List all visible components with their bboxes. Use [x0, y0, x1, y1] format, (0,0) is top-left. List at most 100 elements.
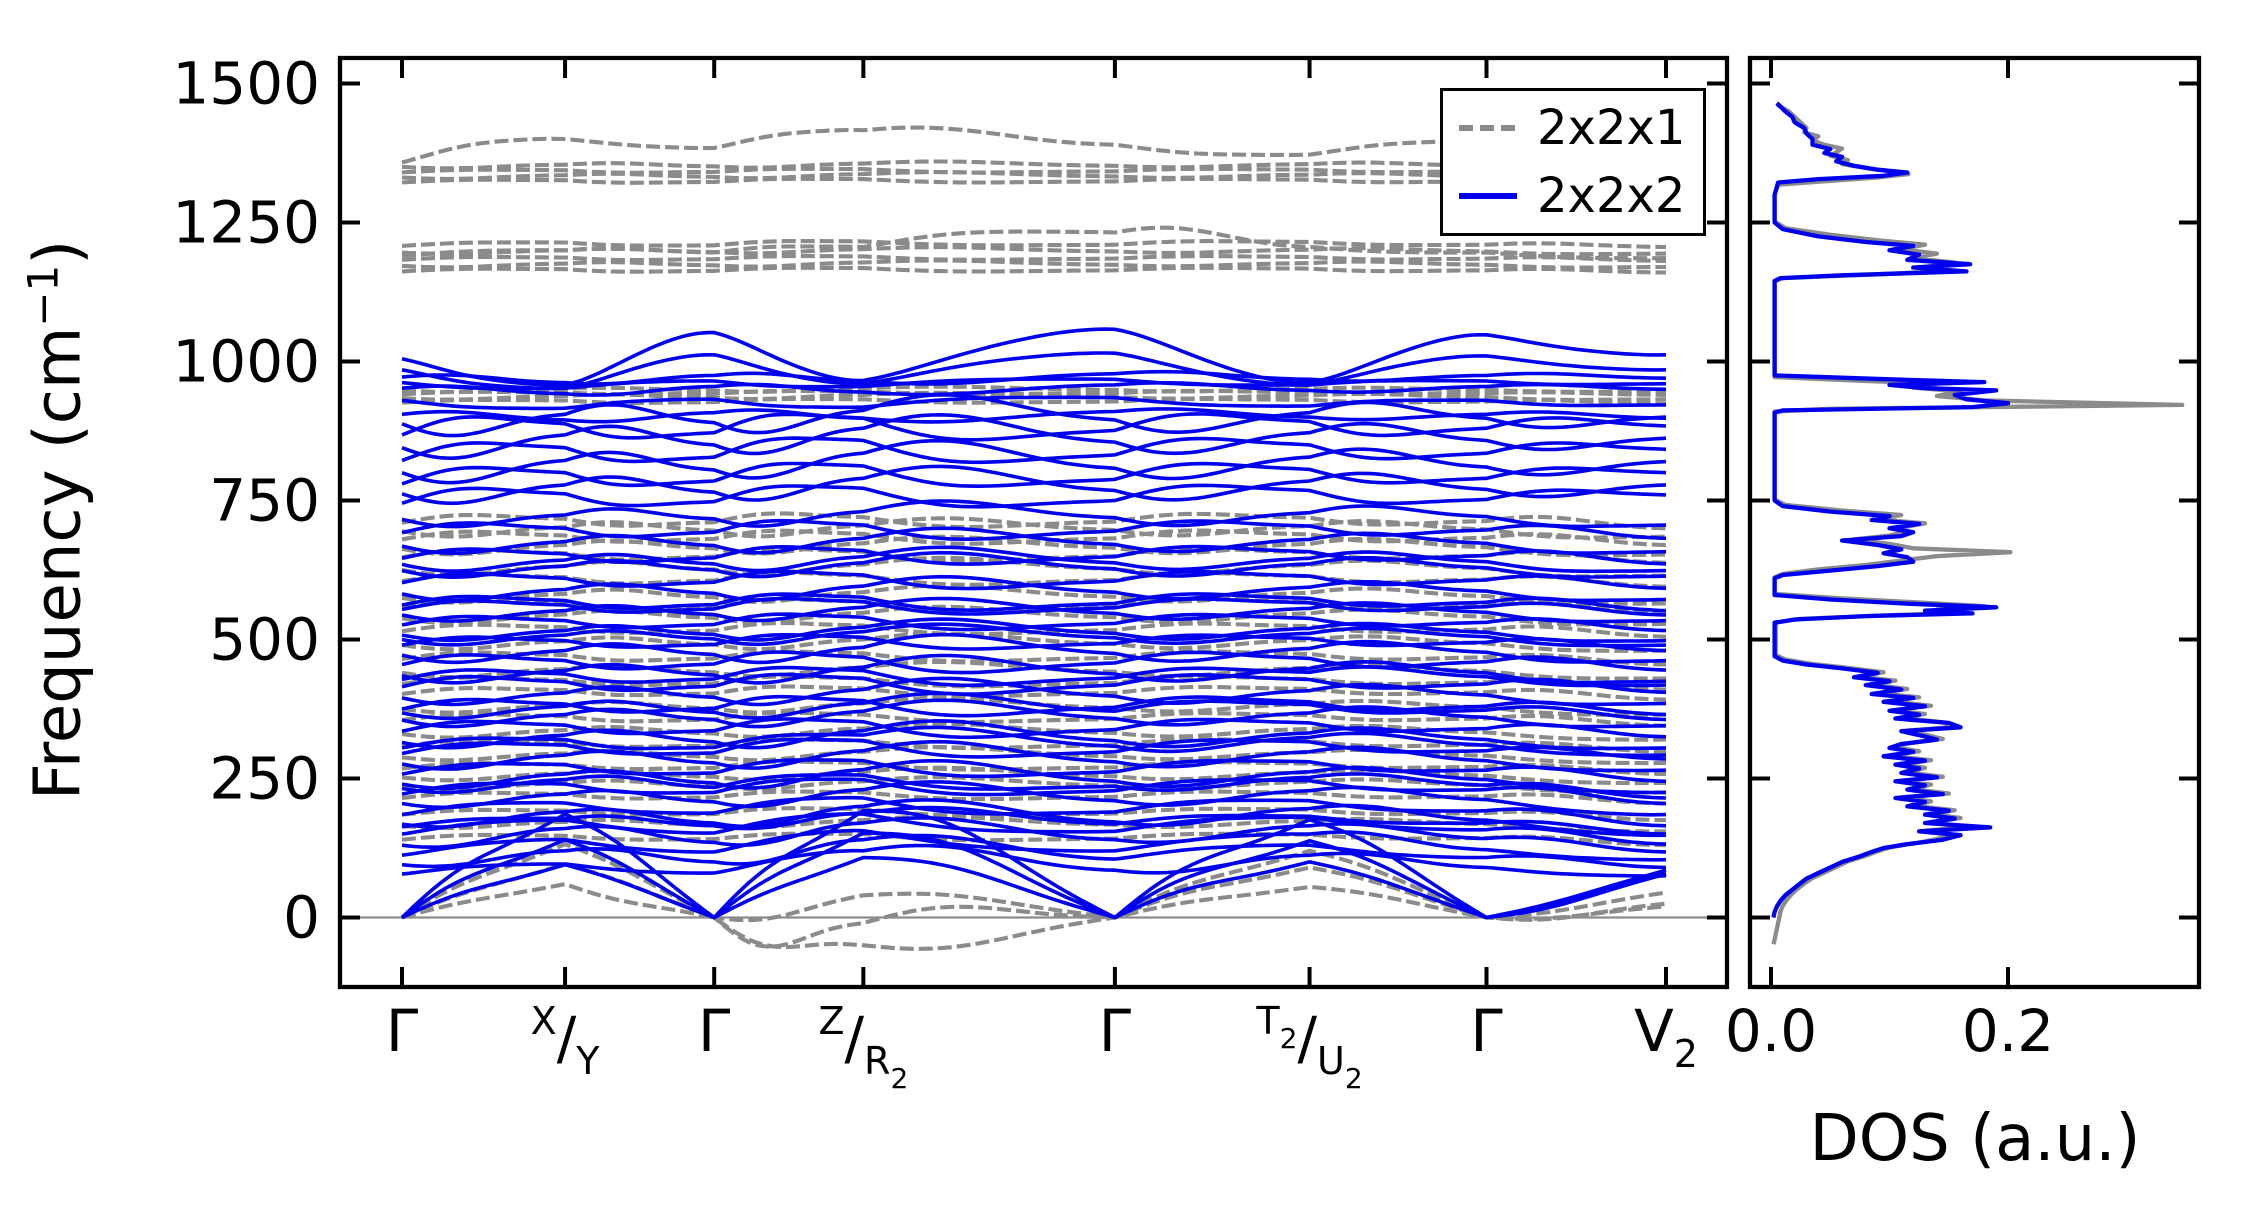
- y-tick-label: 1250: [172, 189, 320, 257]
- kpoint-label-Gamma: Γ: [698, 1002, 730, 1060]
- kpoint-label-part: 2: [890, 1062, 909, 1095]
- band-line: [401, 381, 1667, 397]
- legend-item-2x2x1: 2x2x1: [1459, 99, 1689, 157]
- y-tick-label: 750: [209, 467, 320, 535]
- band-line: [401, 710, 1667, 728]
- band-line: [401, 327, 1667, 387]
- band-line: [401, 739, 1667, 773]
- band-line: [401, 737, 1667, 761]
- band-line: [401, 765, 1667, 786]
- kpoint-label-X-over-Y: X/Y: [531, 1002, 600, 1080]
- kpoint-label-part: Γ: [1470, 997, 1503, 1065]
- y-axis-label-exponent: −1: [18, 264, 68, 327]
- band-line: [401, 412, 1667, 442]
- main-axes-frame: [337, 55, 1730, 990]
- y-axis-label-text: Frequency (cm: [21, 326, 96, 801]
- kpoint-label-V2: V2: [1634, 1002, 1698, 1073]
- legend: 2x2x1 2x2x2: [1440, 88, 1706, 236]
- band-line: [401, 622, 1667, 648]
- band-line: [401, 550, 1667, 580]
- kpoint-label-part: T: [1256, 999, 1280, 1043]
- kpoint-label-part: 2: [1279, 1022, 1298, 1055]
- kpoint-label-part: 2: [1673, 1032, 1698, 1076]
- band-line: [401, 483, 1667, 509]
- band-line: [401, 881, 1667, 951]
- band-line: [401, 805, 1667, 836]
- band-line: [401, 759, 1667, 777]
- band-line: [401, 258, 1666, 270]
- band-line: [401, 115, 1667, 165]
- band-line: [401, 351, 1667, 391]
- band-line: [401, 833, 1667, 870]
- band-line: [401, 438, 1667, 485]
- band-line: [401, 528, 1667, 548]
- kpoint-label-part: R: [864, 1039, 891, 1083]
- band-line: [401, 545, 1667, 574]
- y-tick-label: 0: [283, 884, 320, 952]
- band-line: [401, 384, 1667, 394]
- dos-curve-2x2x2: [1771, 101, 2011, 918]
- dos-tick-label: 0.0: [1725, 1002, 1817, 1060]
- band-line: [401, 672, 1667, 696]
- kpoint-label-part: 2: [1344, 1062, 1363, 1095]
- band-line: [401, 592, 1667, 613]
- band-line: [401, 855, 1667, 920]
- band-line: [401, 725, 1667, 758]
- band-line: [401, 526, 1667, 556]
- kpoint-label-part: Y: [576, 1039, 600, 1083]
- band-line: [401, 390, 1667, 402]
- band-line: [401, 574, 1667, 603]
- kpoint-label-Gamma: Γ: [1470, 1002, 1502, 1060]
- band-line: [401, 806, 1667, 823]
- dos-tick-label: 0.2: [1962, 1002, 2054, 1060]
- band-line: [401, 777, 1667, 806]
- band-line: [401, 612, 1667, 633]
- dos-axes-frame: [1747, 55, 2202, 990]
- band-line: [401, 569, 1667, 591]
- band-line: [401, 395, 1667, 411]
- band-line: [401, 665, 1667, 688]
- band-line: [401, 650, 1667, 675]
- band-line: [401, 518, 1667, 541]
- y-tick-label: 500: [209, 606, 320, 674]
- band-line: [401, 816, 1667, 854]
- kpoint-label-part: V: [1634, 997, 1674, 1065]
- band-line: [401, 265, 1666, 275]
- dos-tick-label-text: 0.2: [1961, 997, 2055, 1065]
- legend-label-2x2x2: 2x2x2: [1537, 168, 1686, 224]
- band-line: [401, 225, 1667, 261]
- band-line: [401, 245, 1667, 257]
- kpoint-label-T2-over-U2: T2/U2: [1256, 1002, 1362, 1093]
- kpoint-label-part: X: [530, 999, 557, 1043]
- dos-curve-2x2x1: [1771, 102, 2185, 945]
- kpoint-label-Z-over-R2: Z/R2: [818, 1002, 908, 1093]
- kpoint-label-part: Z: [818, 999, 845, 1043]
- solid-line-icon: [1459, 193, 1517, 199]
- band-line: [401, 691, 1667, 722]
- y-tick-label: 250: [209, 745, 320, 813]
- band-line: [401, 795, 1667, 828]
- band-line: [401, 772, 1667, 800]
- band-line: [401, 407, 1667, 424]
- band-line: [401, 694, 1667, 718]
- band-line: [401, 759, 1667, 795]
- kpoint-label-part: Γ: [385, 997, 419, 1065]
- band-line: [401, 674, 1667, 692]
- kpoint-label-Gamma: Γ: [1099, 1002, 1131, 1060]
- band-line: [401, 721, 1667, 742]
- band-line: [401, 649, 1667, 667]
- y-tick-label: 1500: [172, 50, 320, 118]
- band-line: [401, 828, 1667, 862]
- dashed-line-icon: [1459, 125, 1517, 131]
- band-line: [401, 843, 1667, 878]
- band-series-2x2x2: [400, 327, 1667, 920]
- y-tick-label: 1000: [172, 328, 320, 396]
- kpoint-label-part: U: [1317, 1039, 1345, 1083]
- kpoint-label-part: Γ: [1098, 997, 1132, 1065]
- y-axis-label-close: ): [21, 239, 96, 265]
- kpoint-label-part: /: [556, 1004, 577, 1072]
- band-line: [401, 812, 1667, 846]
- band-line: [401, 633, 1667, 653]
- band-line: [401, 596, 1667, 617]
